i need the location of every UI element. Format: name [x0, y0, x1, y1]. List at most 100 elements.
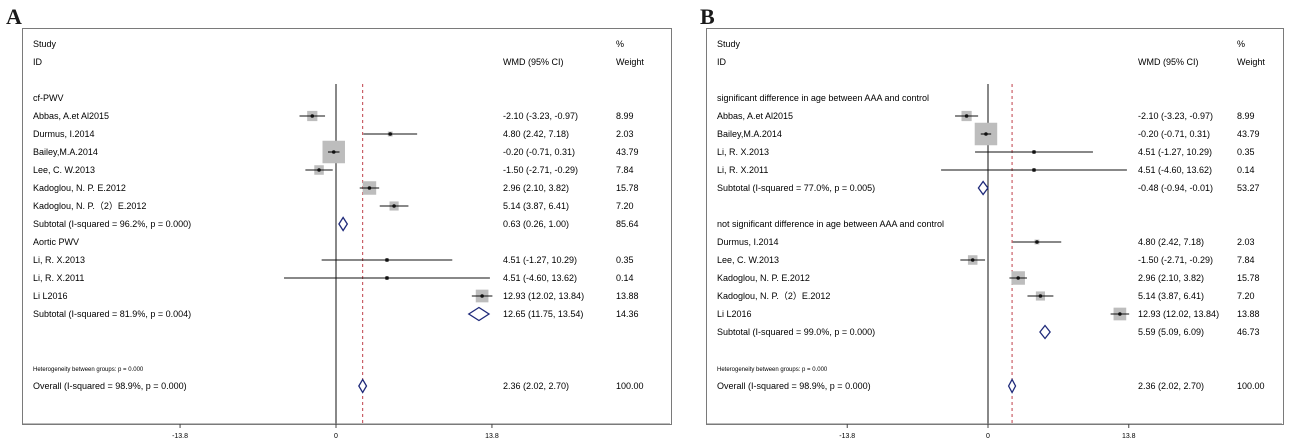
panel-a-study-ci-text: -1.50 (-2.71, -0.29) [503, 165, 578, 175]
panel-a-study-name: Kadoglou, N. P.（2）E.2012 [33, 201, 146, 211]
panel-a-study-weight-text: 15.78 [616, 183, 639, 193]
panel-a-study-ci-text: 5.14 (3.87, 6.41) [503, 201, 569, 211]
panel-b-study-weight-text: 0.14 [1237, 165, 1255, 175]
panel-a-header-pct: % [616, 39, 624, 49]
panel-a-subtotal-weight-text: 14.36 [616, 309, 639, 319]
panel-b-study-name: Kadoglou, N. P. E.2012 [717, 273, 810, 283]
panel-a-study-name: Kadoglou, N. P. E.2012 [33, 183, 126, 193]
panel-a-subtotal-label: Subtotal (I-squared = 96.2%, p = 0.000) [33, 219, 191, 229]
panel-b-study-ci-text: 5.14 (3.87, 6.41) [1138, 291, 1204, 301]
panel-b-overall-diamond [1007, 378, 1017, 394]
panel-a-overall-weight-text: 100.00 [616, 381, 644, 391]
panel-a-study-weight-text: 0.14 [616, 273, 634, 283]
panel-b-study-ci-text: 4.51 (-1.27, 10.29) [1138, 147, 1212, 157]
panel-a-study-weight-text: 2.03 [616, 129, 634, 139]
panel-b-study-ci-text: 2.96 (2.10, 3.82) [1138, 273, 1204, 283]
panel-b-study-weight-text: 43.79 [1237, 129, 1260, 139]
panel-a-study-name: Lee, C. W.2013 [33, 165, 95, 175]
panel-a-overall-diamond [358, 378, 368, 394]
panel-a-study-point [480, 294, 484, 298]
panel-a-subtotal-label: Subtotal (I-squared = 81.9%, p = 0.004) [33, 309, 191, 319]
panel-a-study-name: Bailey,M.A.2014 [33, 147, 98, 157]
panel-a-study-ci-text: -2.10 (-3.23, -0.97) [503, 111, 578, 121]
panel-a-study-name: Li, R. X.2013 [33, 255, 85, 265]
panel-a-study-point [392, 204, 396, 208]
panel-b-x-tick-label: 13.8 [1122, 433, 1136, 440]
panel-a-x-tick-label: 0 [334, 433, 338, 440]
panel-b-study-name: Li, R. X.2013 [717, 147, 769, 157]
panel-b-study-name: Durmus, I.2014 [717, 237, 779, 247]
panel-a-subtotal-diamond [467, 306, 491, 322]
panel-a-header-id: ID [33, 57, 43, 67]
panel-b-study-name: Lee, C. W.2013 [717, 255, 779, 265]
panel-b-study-ci-text: 4.51 (-4.60, 13.62) [1138, 165, 1212, 175]
panel-a-study-name: Durmus, I.2014 [33, 129, 95, 139]
panel-b-study-name: Kadoglou, N. P.（2）E.2012 [717, 291, 830, 301]
panel-b-overall-ci-text: 2.36 (2.02, 2.70) [1138, 381, 1204, 391]
panel-a-study-point [317, 168, 321, 172]
panel-a-x-tick-label: 13.8 [485, 433, 499, 440]
panel-b-study-point [964, 114, 969, 118]
panel-a-subtotal-diamond [338, 216, 349, 232]
panel-b-group-label: significant difference in age between AA… [717, 93, 929, 103]
panel-b-x-tick-label: 0 [986, 433, 990, 440]
panel-b-study-point [1118, 312, 1122, 316]
panel-a-study-ci-text: 4.80 (2.42, 7.18) [503, 129, 569, 139]
panel-b-header-study: Study [717, 39, 741, 49]
panel-b-subtotal-weight-text: 53.27 [1237, 183, 1260, 193]
panel-b-letter: B [700, 4, 715, 29]
panel-b-study-ci-text: -2.10 (-3.23, -0.97) [1138, 111, 1213, 121]
panel-a-heterogeneity-note: Heterogeneity between groups: p = 0.000 [33, 367, 144, 373]
panel-a-study-point [310, 114, 315, 118]
panel-a-subtotal-weight-text: 85.64 [616, 219, 639, 229]
panel-a-study-point [385, 258, 389, 262]
panel-b-subtotal-ci-text: 5.59 (5.09, 6.09) [1138, 327, 1204, 337]
panel-b-study-point [970, 258, 975, 262]
panel-b-study-ci-text: 4.80 (2.42, 7.18) [1138, 237, 1204, 247]
panel-a-study-ci-text: 4.51 (-1.27, 10.29) [503, 255, 577, 265]
panel-b-heterogeneity-note: Heterogeneity between groups: p = 0.000 [717, 367, 828, 373]
panel-b-study-weight-text: 7.84 [1237, 255, 1255, 265]
panel-b-subtotal-diamond [977, 180, 989, 196]
panel-b-study-weight-text: 7.20 [1237, 291, 1255, 301]
panel-a-study-name: Li, R. X.2011 [33, 273, 84, 283]
panel-b-study-point [984, 132, 988, 136]
panel-b-study-name: Abbas, A.et Al2015 [717, 111, 793, 121]
panel-b-study-name: Li L2016 [717, 309, 752, 319]
panel-a-subtotal-ci-text: 12.65 (11.75, 13.54) [503, 309, 583, 319]
panel-b-study-point [1032, 168, 1036, 172]
panel-b-study-weight-text: 0.35 [1237, 147, 1255, 157]
panel-a-study-name: Abbas, A.et Al2015 [33, 111, 109, 121]
panel-b-study-point [1032, 150, 1036, 154]
panel-a-study-ci-text: -0.20 (-0.71, 0.31) [503, 147, 575, 157]
panel-b-study-point [1038, 294, 1043, 298]
panel-b-header-weight: Weight [1237, 57, 1265, 67]
panel-a-header-weight: Weight [616, 57, 644, 67]
panel-a-header-wmd: WMD (95% CI) [503, 57, 564, 67]
panel-a-study-ci-text: 2.96 (2.10, 3.82) [503, 183, 569, 193]
panel-b-subtotal-weight-text: 46.73 [1237, 327, 1260, 337]
panel-b-overall-weight-text: 100.00 [1237, 381, 1265, 391]
panel-b-study-point [1035, 240, 1039, 244]
panel-b-header-wmd: WMD (95% CI) [1138, 57, 1199, 67]
panel-a-study-name: Li L2016 [33, 291, 68, 301]
panel-a-letter: A [6, 4, 22, 29]
panel-a-study-weight-text: 0.35 [616, 255, 634, 265]
panel-a-overall-label: Overall (I-squared = 98.9%, p = 0.000) [33, 381, 187, 391]
panel-b-header-pct: % [1237, 39, 1245, 49]
panel-b-study-weight-text: 15.78 [1237, 273, 1260, 283]
panel-a-subtotal-ci-text: 0.63 (0.26, 1.00) [503, 219, 569, 229]
panel-a-study-point [388, 132, 393, 136]
panel-a-study-ci-text: 4.51 (-4.60, 13.62) [503, 273, 577, 283]
panel-a-study-point [331, 150, 336, 154]
panel-b-header-id: ID [717, 57, 727, 67]
panel-b-subtotal-label: Subtotal (I-squared = 99.0%, p = 0.000) [717, 327, 875, 337]
panel-a-study-weight-text: 8.99 [616, 111, 634, 121]
panel-b-study-name: Li, R. X.2011 [717, 165, 768, 175]
panel-b-study-weight-text: 2.03 [1237, 237, 1255, 247]
panel-b-study-weight-text: 8.99 [1237, 111, 1255, 121]
panel-b-study-ci-text: -1.50 (-2.71, -0.29) [1138, 255, 1213, 265]
panel-a-study-weight-text: 43.79 [616, 147, 639, 157]
panel-b-study-point [1016, 276, 1020, 280]
